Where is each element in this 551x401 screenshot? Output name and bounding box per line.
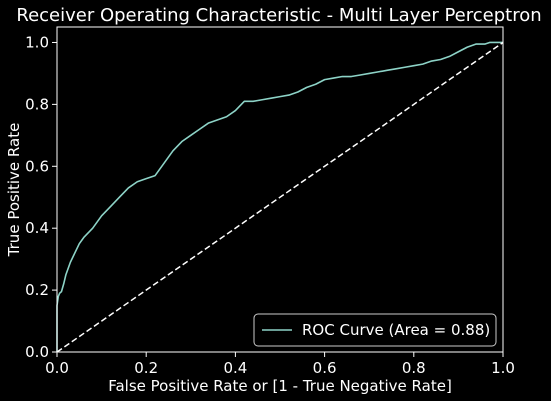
series-layer — [56, 41, 504, 353]
y-tick-label: 0.6 — [25, 157, 49, 175]
x-tick-label: 1.0 — [491, 359, 515, 377]
y-tick-label: 0.8 — [25, 95, 49, 113]
legend-label-roc-curve: ROC Curve (Area = 0.88) — [302, 321, 490, 339]
y-tick-label: 1.0 — [25, 33, 49, 51]
chart-title: Receiver Operating Characteristic - Mult… — [16, 5, 541, 26]
y-tick-label: 0.4 — [25, 219, 49, 237]
x-tick-label: 0.2 — [134, 359, 158, 377]
roc-curve-line — [56, 41, 503, 352]
y-tick-label: 0.2 — [25, 281, 49, 299]
x-tick-label: 0.4 — [223, 359, 247, 377]
x-axis-label: False Positive Rate or [1 - True Negativ… — [108, 377, 452, 395]
x-tick-label: 0.8 — [402, 359, 426, 377]
legend-box — [253, 313, 497, 347]
y-axis-ticks: 0.0 0.2 0.4 0.6 0.8 1.0 — [25, 33, 57, 361]
plot-frame — [56, 26, 504, 353]
x-axis-ticks: 0.0 0.2 0.4 0.6 0.8 1.0 — [45, 352, 515, 377]
legend: ROC Curve (Area = 0.88) — [253, 313, 497, 347]
y-tick-label: 0.0 — [25, 343, 49, 361]
x-tick-label: 0.6 — [313, 359, 337, 377]
diagonal-reference-line — [56, 41, 504, 353]
x-tick-label: 0.0 — [45, 359, 69, 377]
y-axis-label: True Positive Rate — [5, 123, 23, 258]
